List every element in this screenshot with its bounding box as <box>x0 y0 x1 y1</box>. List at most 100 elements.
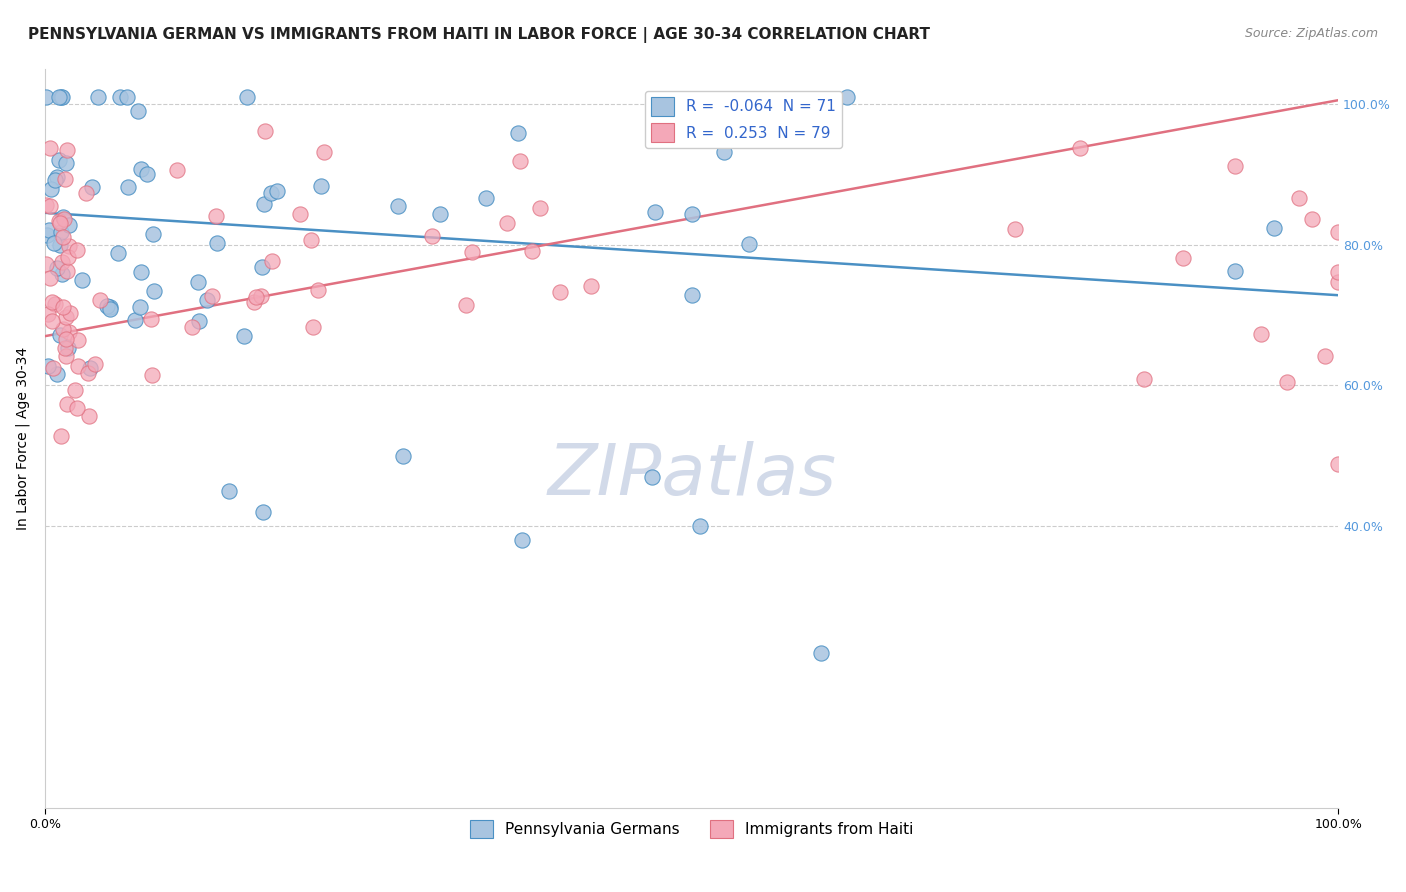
Point <box>37 359 59 374</box>
Point <box>84 357 107 371</box>
Point <box>65 383 87 397</box>
Point <box>1263 221 1285 235</box>
Point <box>456 297 478 311</box>
Point <box>420 229 443 244</box>
Point <box>581 278 603 293</box>
Point <box>53 212 76 227</box>
Point <box>41 313 63 327</box>
Point <box>1301 211 1323 226</box>
Point <box>38 223 60 237</box>
Point <box>139 311 162 326</box>
Text: ZIPatlas: ZIPatlas <box>547 441 837 509</box>
Point <box>142 227 165 241</box>
Point <box>204 209 226 223</box>
Point <box>529 201 551 215</box>
Point <box>49 429 72 443</box>
Point <box>59 306 82 320</box>
Point <box>187 314 209 328</box>
Point <box>243 295 266 310</box>
Point <box>55 310 77 324</box>
Point <box>79 409 101 423</box>
Point <box>141 368 163 382</box>
Point <box>307 283 329 297</box>
Point <box>79 361 101 376</box>
Point <box>52 322 75 336</box>
Point <box>218 483 240 498</box>
Point <box>312 145 335 159</box>
Point <box>66 243 89 257</box>
Point <box>288 206 311 220</box>
Point <box>1288 191 1310 205</box>
Point <box>713 145 735 159</box>
Point <box>96 299 118 313</box>
Point <box>1275 376 1298 390</box>
Point <box>392 449 415 463</box>
Point <box>67 333 90 347</box>
Point <box>46 169 69 184</box>
Point <box>302 319 325 334</box>
Point <box>76 366 98 380</box>
Point <box>52 210 75 224</box>
Point <box>236 89 259 103</box>
Point <box>1223 159 1246 173</box>
Point <box>1315 350 1337 364</box>
Point <box>51 89 73 103</box>
Point <box>249 288 271 302</box>
Point <box>55 144 77 158</box>
Point <box>835 89 858 103</box>
Point <box>1069 141 1091 155</box>
Point <box>100 300 122 314</box>
Point <box>49 225 72 239</box>
Point <box>253 124 276 138</box>
Point <box>429 207 451 221</box>
Point <box>260 186 283 200</box>
Point <box>510 533 533 548</box>
Point <box>48 89 70 103</box>
Point <box>56 250 79 264</box>
Point <box>124 313 146 327</box>
Point <box>48 153 70 168</box>
Point <box>301 234 323 248</box>
Point <box>98 301 121 316</box>
Point <box>55 155 77 169</box>
Point <box>689 519 711 533</box>
Point <box>509 154 531 169</box>
Point <box>142 285 165 299</box>
Point <box>520 244 543 259</box>
Point <box>51 230 73 244</box>
Point <box>1250 326 1272 341</box>
Point <box>1327 457 1350 471</box>
Point <box>252 505 274 519</box>
Point <box>181 320 204 334</box>
Point <box>51 255 73 269</box>
Point <box>461 244 484 259</box>
Point <box>55 332 77 346</box>
Point <box>56 341 79 355</box>
Point <box>129 301 152 315</box>
Point <box>1327 265 1350 279</box>
Point <box>37 307 59 321</box>
Point <box>681 288 703 302</box>
Point <box>474 191 496 205</box>
Point <box>42 235 65 250</box>
Point <box>1133 372 1156 386</box>
Point <box>49 216 72 230</box>
Point <box>44 296 66 310</box>
Point <box>250 260 273 274</box>
Point <box>41 182 63 196</box>
Point <box>387 199 409 213</box>
Point <box>245 290 267 304</box>
Point <box>309 178 332 193</box>
Point <box>58 326 80 340</box>
Point <box>39 141 62 155</box>
Point <box>45 260 67 275</box>
Point <box>115 89 138 103</box>
Point <box>810 646 832 660</box>
Point <box>53 341 76 355</box>
Point <box>89 293 111 308</box>
Point <box>641 470 664 484</box>
Point <box>129 161 152 176</box>
Point <box>253 197 276 211</box>
Point <box>166 162 188 177</box>
Point <box>107 246 129 260</box>
